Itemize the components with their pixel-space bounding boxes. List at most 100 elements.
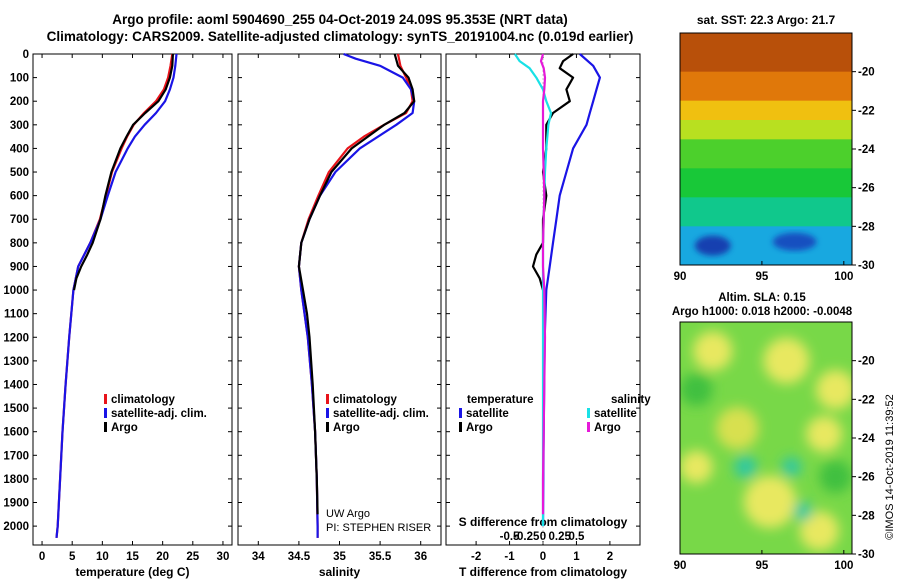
salinity-legend-swatch [326,408,329,418]
sst_map-xtick-label: 90 [674,271,687,283]
sst_map-ytick-label: -22 [858,105,875,117]
salinity-legend-label: climatology [333,394,398,406]
depth-tick-label: 2000 [3,521,29,533]
sst_map-ytick-label: -30 [858,260,875,272]
imos-credit: ©IMOS 14-Oct-2019 11:39:52 [884,394,896,539]
temperature-xtick-label: 0 [39,551,45,563]
depth-tick-label: 100 [10,73,29,85]
sst_map-image [680,33,852,265]
sst_map-xtick-label: 100 [834,271,853,283]
depth-tick-label: 1200 [3,332,29,344]
difference-series-s-satellite [513,53,553,527]
sst-map-title: sat. SST: 22.3 Argo: 21.7 [697,13,836,27]
difference-xtick-label: 2 [607,551,613,563]
diff-legend-salinity-title: salinity [611,394,651,406]
sst_map-ytick-label: -20 [858,67,875,79]
sst_map-patch [772,232,817,251]
difference-xtick-label: -1 [504,551,515,563]
difference-xtick2-label: -0.25 [513,531,540,543]
temperature-xtick-label: 25 [186,551,199,563]
temperature-xtick-label: 5 [69,551,76,563]
sla_map-ytick-label: -28 [858,510,875,522]
salinity-legend-swatch [326,394,329,404]
temperature-series-argo [72,53,174,291]
figure-title-line1: Argo profile: aoml 5904690_255 04-Oct-20… [112,12,567,27]
sla_map-blob [781,457,802,477]
sst_map-band [680,139,852,170]
salinity-xtick-label: 35.5 [369,551,392,563]
salinity-xtick-label: 34.5 [288,551,311,563]
temperature-series-satellite-adj--clim- [55,53,178,539]
depth-tick-label: 1400 [3,379,29,391]
diff-legend-label: satellite [594,408,637,420]
sla_map-blob [806,416,843,453]
difference-xtick-label: 0 [540,551,546,563]
salinity-xlabel: salinity [319,565,361,579]
salinity-axes-box [237,53,442,546]
sla_map-blob [815,370,852,410]
sla_map-xtick-label: 90 [674,560,687,572]
sla_map-ytick-label: -20 [858,356,875,368]
sla_map-xtick-label: 95 [756,560,769,572]
depth-tick-label: 400 [10,143,29,155]
sla_map-blob [680,450,713,484]
depth-tick-label: 900 [10,261,29,273]
difference-xtick2-label: 0 [540,531,546,543]
sst_map-band [680,100,852,121]
diff-legend-swatch [587,408,590,418]
salinity-series-argo [297,53,416,515]
sla-map-title: Altim. SLA: 0.15 [718,292,806,304]
pi-note-line2: PI: STEPHEN RISER [326,522,431,534]
sla_map-ytick-label: -26 [858,472,875,484]
sst-map-panel: 90 95 100 -20 -22 -24 -26 -28 -30 sat. SST: 22.3 … [674,13,876,283]
sla_map-blobs [680,331,852,551]
depth-tick-label: 700 [10,214,29,226]
temperature-legend-swatch [104,408,107,418]
temperature-panel: 0100200300400500600700800900100011001200… [3,49,233,579]
sla_map-blob [716,407,759,450]
sla_map-xtick-label: 100 [834,560,853,572]
difference-xtick2-label: 0.5 [568,531,585,543]
depth-tick-label: 1600 [3,427,29,439]
depth-tick-label: 1900 [3,498,29,510]
diff-legend-swatch [459,408,462,418]
diff-legend-label: satellite [466,408,509,420]
sla_map-blob [743,475,797,529]
diff-legend-swatch [587,422,590,432]
sla_map-ytick-label: -22 [858,394,875,406]
temperature-xtick-label: 20 [156,551,169,563]
difference-xtick-label: 1 [573,551,580,563]
sla_map-blob [763,337,810,384]
depth-tick-label: 1700 [3,450,29,462]
figure-title-line2: Climatology: CARS2009. Satellite-adjuste… [47,29,634,44]
depth-tick-label: 200 [10,96,29,108]
sst_map-band [680,168,852,199]
sla-map-subtitle: Argo h1000: 0.018 h2000: -0.0048 [672,306,853,318]
temperature-xtick-label: 30 [217,551,230,563]
diff-legend-temperature-title: temperature [467,394,533,406]
depth-tick-label: 600 [10,191,29,203]
depth-tick-label: 800 [10,238,29,250]
difference-series-s-argo [539,53,547,515]
temperature-xtick-label: 10 [96,551,109,563]
temperature-legend-swatch [104,422,107,432]
depth-tick-label: 300 [10,120,29,132]
sst_map-patch [694,235,731,256]
sst_map-xtick-label: 95 [756,271,769,283]
salinity-xtick-label: 36 [414,551,427,563]
temperature-legend-label: climatology [111,394,176,406]
sst_map-ytick-label: -26 [858,183,875,195]
sla-map-panel: 90 95 100 -20 -22 -24 -26 -28 -30 Altim. SLA: 0.1… [672,292,875,572]
temperature-legend-label: satellite-adj. clim. [111,408,207,420]
diff-legend-label: Argo [466,422,493,434]
sla_map-blob [819,460,852,494]
salinity-xtick-label: 35 [333,551,346,563]
sla_map-blob [799,511,839,551]
temperature-legend-label: Argo [111,422,138,434]
temperature-xtick-label: 15 [126,551,139,563]
difference-xtick2-label: 0.25 [549,531,572,543]
sla_map-blob [793,501,813,522]
sst_map-band [680,71,852,102]
diff-legend-label: Argo [594,422,621,434]
salinity-xtick-label: 34 [252,551,265,563]
